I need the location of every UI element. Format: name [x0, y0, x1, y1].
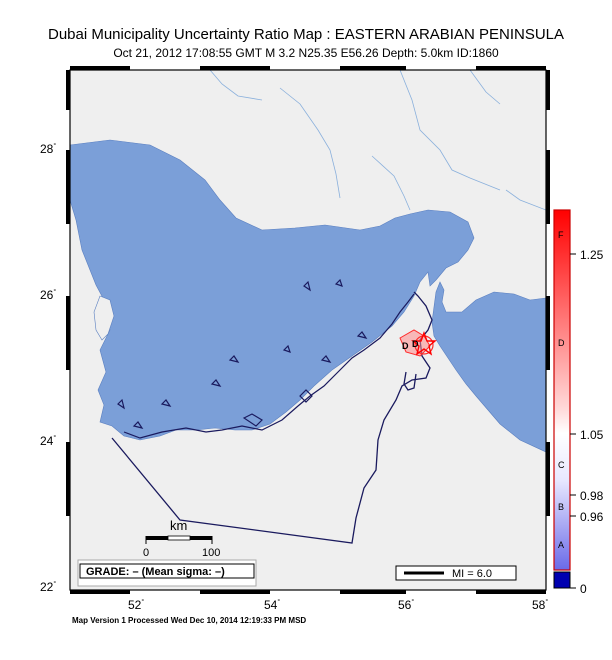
rivers [209, 70, 546, 211]
colorbar-letter-f: F [558, 230, 564, 240]
colorbar-letter-a: A [558, 540, 564, 550]
persian-gulf [70, 139, 475, 441]
scale-bar [145, 535, 213, 544]
lat-label-28: 28° [40, 142, 57, 156]
lon-label-54: 54° [264, 598, 281, 612]
colorbar-zero-swatch [553, 571, 571, 589]
colorbar-value-0-98: 0.98 [580, 489, 604, 503]
lat-label-22: 22° [40, 580, 57, 594]
gulf-of-oman [431, 281, 546, 453]
frame-ticks [66, 66, 550, 594]
scale-unit: km [170, 518, 187, 533]
colorbar-value-1-05: 1.05 [580, 428, 604, 442]
colorbar-gradient [553, 209, 571, 571]
station-code-2: D [412, 339, 419, 349]
colorbar-value-1-25: 1.25 [580, 248, 604, 262]
lon-label-58: 58° [532, 598, 549, 612]
lon-label-52: 52° [128, 598, 145, 612]
coastline-islands [117, 278, 415, 439]
mi-legend-box [395, 565, 517, 581]
map-subtitle: Oct 21, 2012 17:08:55 GMT M 3.2 N25.35 E… [113, 46, 499, 60]
colorbar-letter-b: B [558, 502, 564, 512]
mi-legend-text: MI = 6.0 [452, 568, 492, 580]
qatar-peninsula [93, 295, 115, 341]
colorbar-letter-d: D [558, 338, 565, 348]
colorbar-value-0: 0 [580, 582, 587, 596]
star-icon [411, 331, 437, 356]
map-footer: Map Version 1 Processed Wed Dec 10, 2014… [72, 616, 307, 625]
colorbar-value-0-96: 0.96 [580, 510, 604, 524]
scale-label-0: 0 [143, 547, 149, 559]
colorbar-ticks [570, 253, 576, 589]
map-title: Dubai Municipality Uncertainty Ratio Map… [47, 26, 565, 43]
scale-label-100: 100 [202, 547, 220, 559]
grade-text: GRADE: – (Mean sigma: –) [86, 566, 225, 578]
lat-label-24: 24° [40, 434, 57, 448]
station-code-1: D [402, 341, 409, 351]
country-borders [111, 291, 433, 544]
colorbar-letter-c: C [558, 460, 565, 470]
lon-label-56: 56° [398, 598, 415, 612]
lat-label-26: 26° [40, 288, 57, 302]
